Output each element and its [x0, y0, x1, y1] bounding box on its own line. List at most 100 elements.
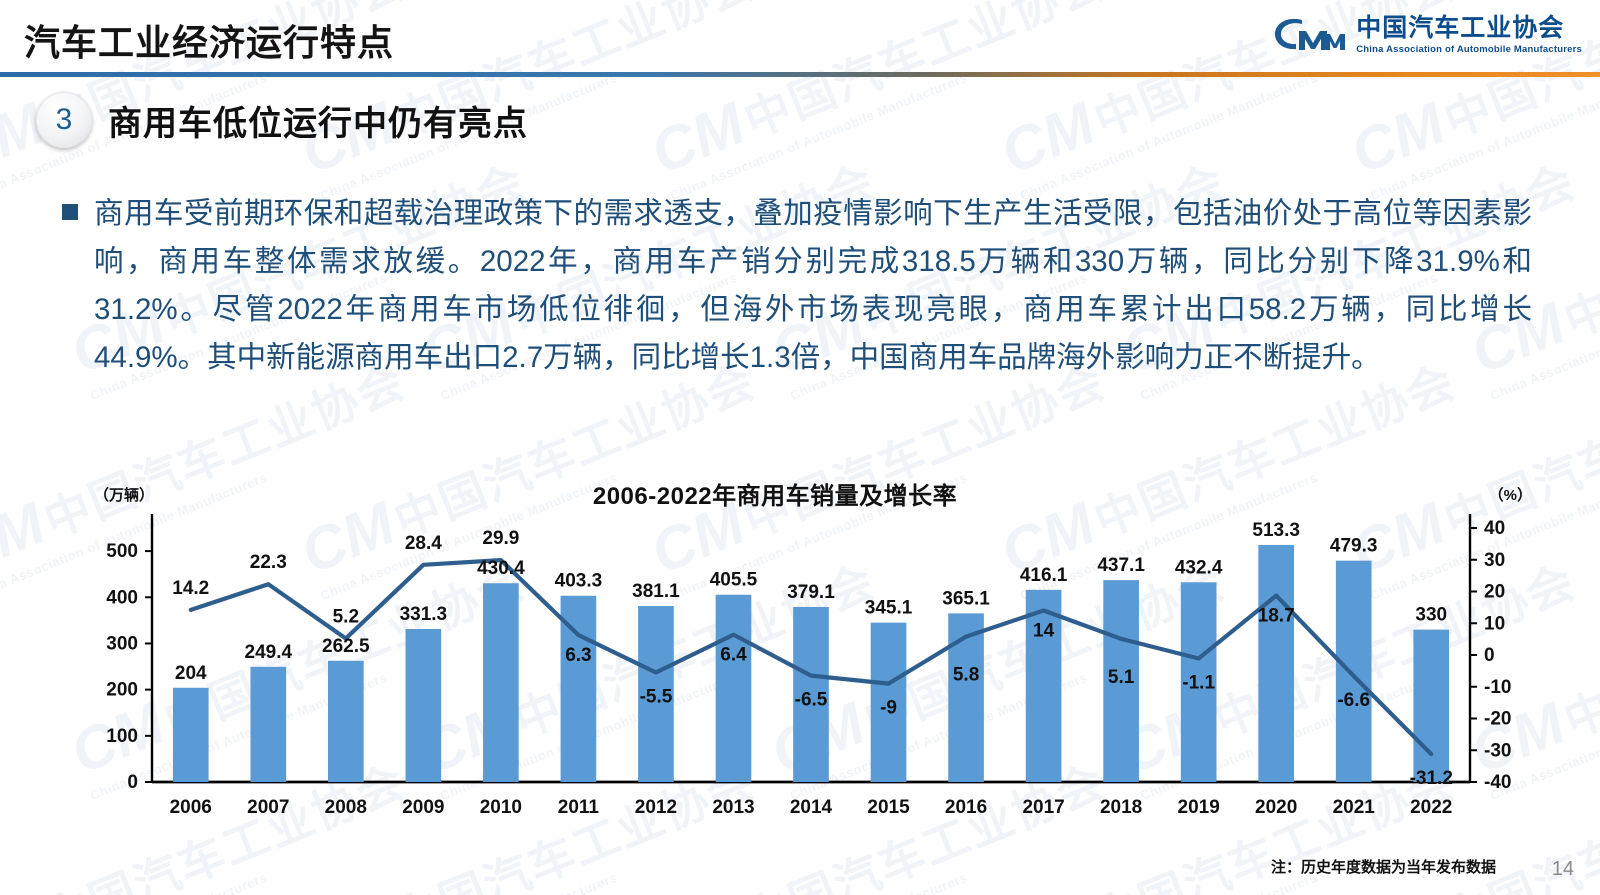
page-number: 14	[1551, 858, 1574, 880]
line-value-label: 6.4	[720, 645, 747, 666]
y-axis-right-tick-label: 0	[1484, 645, 1495, 666]
y-axis-right-tick-label: -30	[1484, 740, 1511, 761]
bar-value-label: 365.1	[942, 588, 990, 609]
bar	[250, 666, 287, 782]
x-axis-tick-label: 2008	[325, 797, 367, 818]
chart-title: 2006-2022年商用车销量及增长率	[592, 483, 958, 510]
bar	[560, 595, 597, 782]
bar-value-label: 379.1	[787, 582, 835, 603]
chart-unit-right: （%）	[1488, 487, 1532, 504]
x-axis-tick-label: 2007	[247, 797, 289, 818]
bar	[405, 628, 442, 782]
line-value-label: -9	[880, 698, 897, 719]
cam-logo-name-en: China Association of Automobile Manufact…	[1356, 43, 1582, 55]
bar	[1335, 560, 1372, 782]
line-value-label: 6.3	[565, 645, 591, 666]
bullet-square-icon	[62, 204, 78, 220]
bar-value-label: 249.4	[245, 642, 293, 663]
bar-value-label: 330	[1415, 605, 1447, 626]
chart-note: 注：历史年度数据为当年发布数据	[1270, 859, 1496, 876]
y-axis-left-tick-label: 200	[106, 680, 138, 701]
line-value-label: 22.3	[250, 552, 287, 573]
chart-plot: 0 100 200 300 400 500 -40 -30 -20 -10 0 10 20 30 40 204…	[106, 514, 1511, 818]
line-value-label: 28.4	[405, 533, 442, 554]
bar	[1025, 589, 1062, 782]
slide-header: 汽车工业经济运行特点 中国汽车工业协会 China Association of…	[0, 0, 1600, 77]
line-value-label: -31.2	[1410, 768, 1453, 789]
section-heading: 3 商用车低位运行中仍有亮点	[36, 92, 528, 148]
y-axis-left-tick-label: 500	[106, 541, 138, 562]
x-axis-tick-label: 2006	[170, 797, 212, 818]
x-axis-tick-label: 2009	[402, 797, 444, 818]
bar-value-label: 405.5	[710, 570, 758, 591]
x-axis-tick-label: 2012	[635, 797, 677, 818]
bar-value-label: 430.4	[477, 558, 525, 579]
y-axis-left-tick-label: 0	[127, 772, 138, 793]
x-axis-tick-label: 2017	[1022, 797, 1064, 818]
bar-value-label: 403.3	[555, 571, 603, 592]
bar	[1103, 580, 1139, 782]
chart-container: （万辆） （%） 2006-2022年商用车销量及增长率 0 100 200 300 4…	[70, 470, 1540, 830]
growth-rate-line	[188, 557, 1434, 757]
line-value-label: 14	[1033, 621, 1055, 642]
chart-unit-left: （万辆）	[94, 487, 155, 504]
bar	[715, 594, 752, 782]
section-number-badge: 3	[36, 92, 92, 148]
line-value-label: -6.5	[795, 690, 828, 711]
y-axis-right-tick-label: 40	[1484, 518, 1505, 539]
x-axis-tick-label: 2014	[790, 797, 833, 818]
bullet-paragraph: 商用车受前期环保和超载治理政策下的需求透支，叠加疫情影响下生产生活受限，包括油价…	[94, 197, 1532, 375]
line-value-label: 5.8	[953, 665, 979, 686]
bar-value-label: 204	[175, 663, 207, 684]
bar	[483, 583, 519, 782]
y-axis-left-tick-label: 100	[106, 726, 138, 747]
bar-value-label: 416.1	[1020, 565, 1068, 586]
x-axis-tick-label: 2011	[558, 797, 600, 818]
bar	[327, 660, 364, 782]
bar-value-label: 479.3	[1330, 536, 1378, 557]
line-value-label: -5.5	[640, 686, 673, 707]
x-axis-tick-label: 2019	[1178, 797, 1220, 818]
line-value-label: -1.1	[1182, 672, 1215, 693]
y-axis-left-tick-label: 300	[106, 633, 138, 654]
bar-value-label: 262.5	[322, 636, 370, 657]
bar	[870, 622, 907, 782]
bar	[172, 687, 209, 782]
bar	[1180, 582, 1217, 782]
section-title: 商用车低位运行中仍有亮点	[108, 104, 528, 143]
line-value-label: -6.6	[1337, 690, 1370, 711]
x-axis-tick-label: 2016	[945, 797, 987, 818]
x-axis-tick-label: 2018	[1100, 797, 1142, 818]
cam-logo-name-cn: 中国汽车工业协会	[1356, 14, 1565, 43]
cam-logo: 中国汽车工业协会 China Association of Automobile…	[1272, 14, 1582, 56]
bar	[638, 606, 674, 782]
line-value-label: 18.7	[1258, 606, 1295, 627]
bar	[1413, 629, 1450, 782]
y-axis-right-tick-label: -40	[1484, 772, 1511, 793]
bullet-block: 商用车受前期环保和超载治理政策下的需求透支，叠加疫情影响下生产生活受限，包括油价…	[62, 190, 1532, 382]
x-axis-tick-label: 2021	[1333, 797, 1376, 818]
cam-logo-icon	[1272, 14, 1346, 56]
header-divider	[0, 72, 1600, 77]
bar-value-label: 437.1	[1097, 555, 1145, 576]
line-value-label: 14.2	[172, 578, 209, 599]
x-axis-tick-label: 2013	[712, 797, 754, 818]
line-value-label: 29.9	[482, 528, 519, 549]
bar-value-label: 331.3	[400, 604, 448, 625]
y-axis-right-tick-label: 10	[1484, 613, 1505, 634]
bar-value-label: 345.1	[865, 598, 913, 619]
x-axis-tick-label: 2010	[480, 797, 522, 818]
cam-logo-text: 中国汽车工业协会 China Association of Automobile…	[1356, 14, 1582, 55]
line-value-label: 5.1	[1108, 667, 1135, 688]
y-axis-right-tick-label: -20	[1484, 709, 1511, 730]
bar-value-label: 513.3	[1252, 520, 1300, 541]
bar-value-label: 432.4	[1175, 557, 1223, 578]
bar	[1258, 544, 1295, 782]
x-axis-tick-label: 2020	[1255, 797, 1297, 818]
line-value-label: 5.2	[333, 606, 359, 627]
y-axis-right-tick-label: 30	[1484, 550, 1505, 571]
x-axis-tick-label: 2022	[1410, 797, 1452, 818]
x-axis-tick-label: 2015	[867, 797, 910, 818]
y-axis-left-tick-label: 400	[106, 587, 138, 608]
